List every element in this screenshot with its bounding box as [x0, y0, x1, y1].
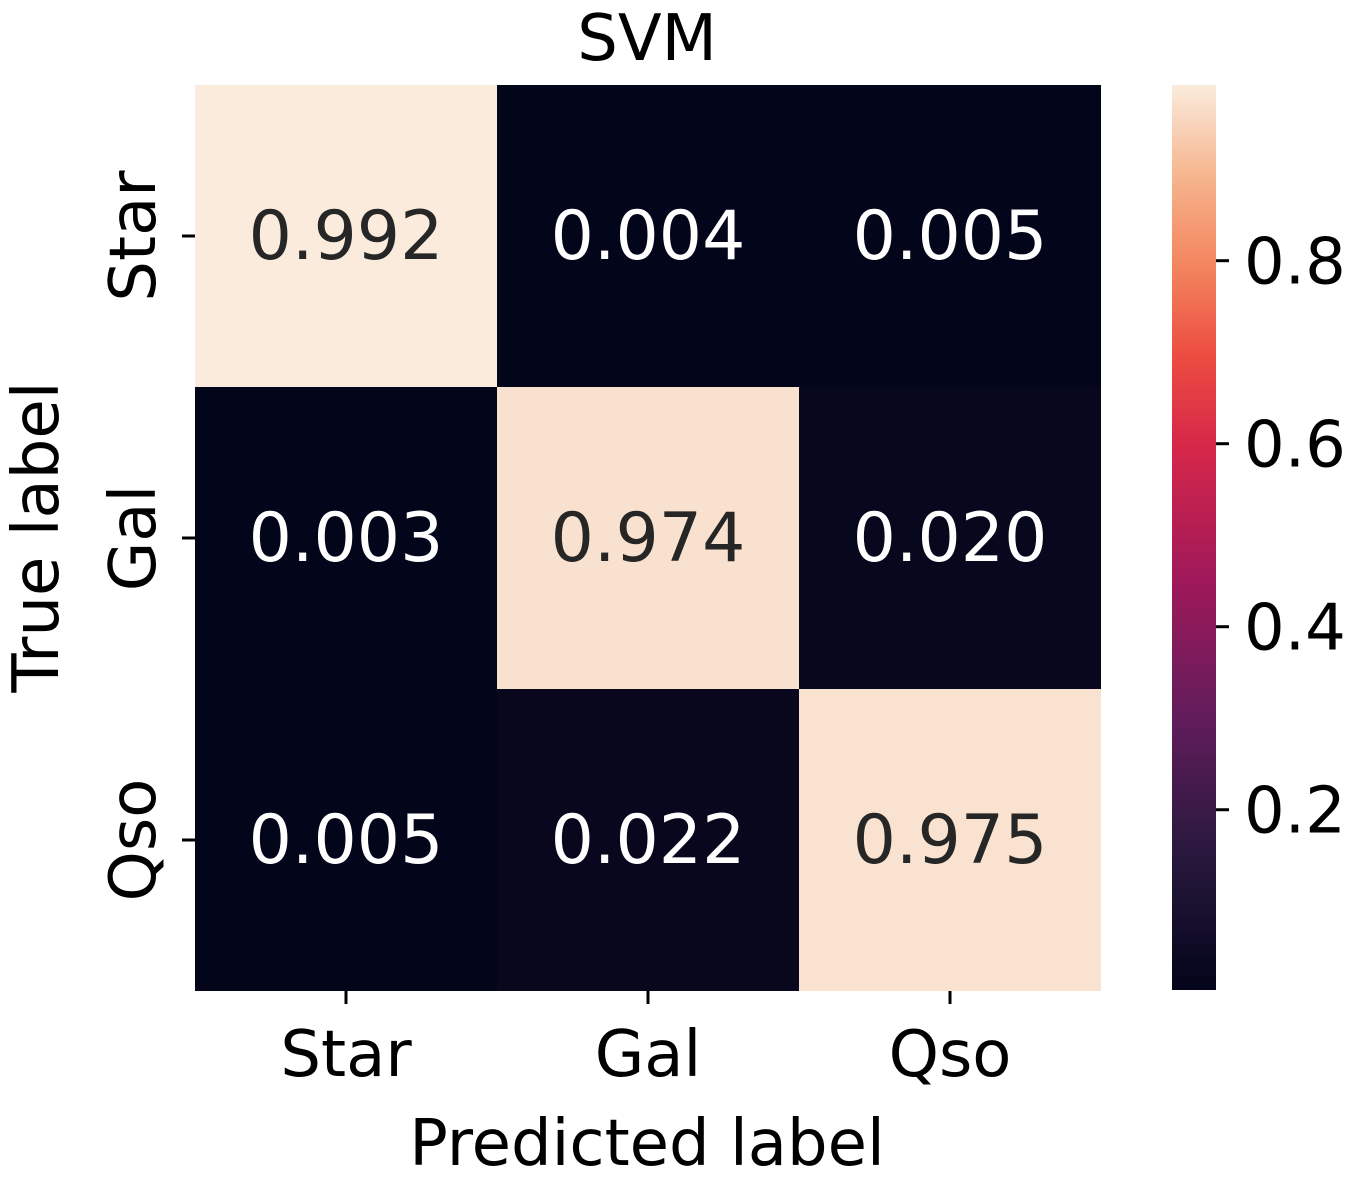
colorbar-gradient	[1172, 85, 1216, 990]
x-axis-label: Predicted label	[409, 1107, 885, 1181]
colorbar-tick-label: 0.2	[1244, 775, 1346, 849]
heatmap-cell-star-star	[195, 85, 497, 387]
colorbar-tick-label: 0.8	[1244, 226, 1346, 300]
heatmap-cell-label: 0.005	[853, 197, 1048, 276]
heatmap-cell-label: 0.974	[551, 499, 746, 578]
heatmap-cell-label: 0.975	[853, 801, 1048, 880]
x-tick-label: Star	[280, 1018, 412, 1092]
colorbar-tick-label: 0.6	[1244, 409, 1346, 483]
heatmap-cell-gal-qso	[799, 387, 1101, 689]
heatmap-cell-label: 0.005	[249, 801, 444, 880]
heatmap-cell-qso-gal	[497, 689, 799, 991]
heatmap-cell-gal-star	[195, 387, 497, 689]
y-tick-label: Star	[97, 170, 171, 302]
chart-title: SVM	[577, 2, 717, 76]
heatmap-cell-qso-qso	[799, 689, 1101, 991]
y-axis: Star Gal Qso	[97, 170, 195, 902]
y-axis-label: True label	[0, 381, 74, 693]
heatmap-cell-star-gal	[497, 85, 799, 387]
y-tick-label: Gal	[97, 485, 171, 592]
x-tick-label: Gal	[595, 1018, 702, 1092]
heatmap-cell-qso-star	[195, 689, 497, 991]
heatmap-cell-label: 0.022	[551, 801, 746, 880]
heatmap-cell-label: 0.992	[249, 197, 444, 276]
y-tick-label: Qso	[97, 779, 171, 902]
heatmap-cells	[195, 85, 1101, 991]
colorbar: 0.2 0.4 0.6 0.8	[1172, 85, 1346, 990]
heatmap-cell-gal-gal	[497, 387, 799, 689]
heatmap-cell-label: 0.003	[249, 499, 444, 578]
x-axis: Star Gal Qso	[280, 991, 1011, 1092]
heatmap-cell-labels: 0.992 0.004 0.005 0.003 0.974 0.020 0.005 0.022…	[249, 197, 1048, 880]
heatmap-cell-label: 0.020	[853, 499, 1048, 578]
x-tick-label: Qso	[889, 1018, 1012, 1092]
heatmap-cell-star-qso	[799, 85, 1101, 387]
heatmap-cell-label: 0.004	[551, 197, 746, 276]
colorbar-tick-label: 0.4	[1244, 592, 1346, 666]
